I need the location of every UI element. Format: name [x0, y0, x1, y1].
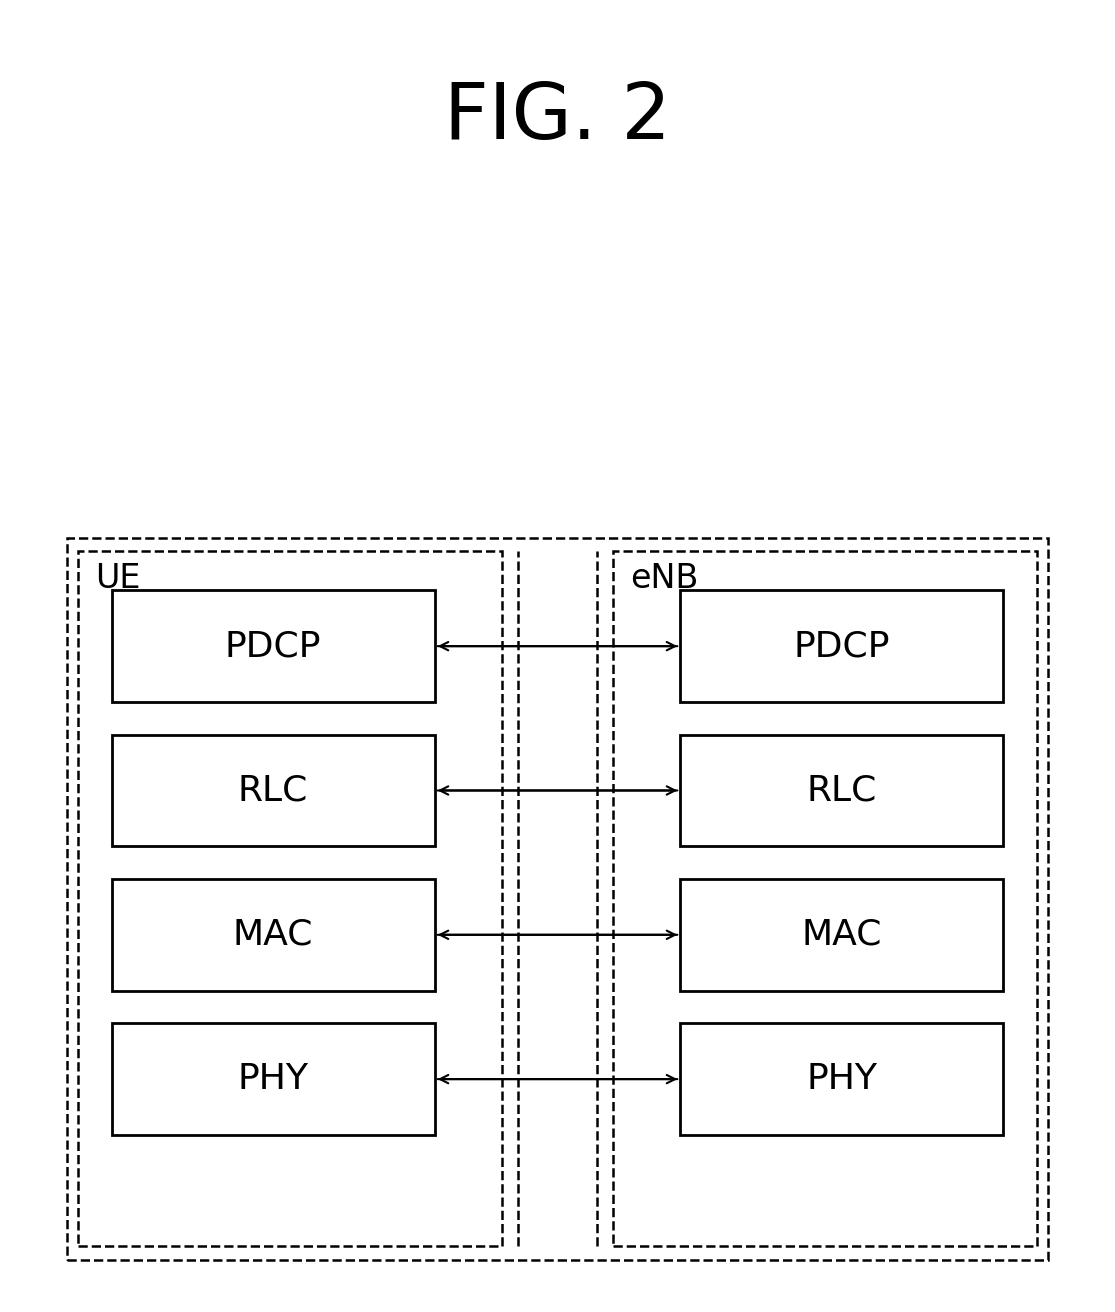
Bar [680, 590, 1004, 702]
Text: MAC: MAC [802, 918, 882, 951]
Bar [112, 879, 435, 991]
Bar [680, 1023, 1004, 1135]
Text: RLC: RLC [237, 774, 309, 807]
Text: MAC: MAC [233, 918, 313, 951]
Text: RLC: RLC [806, 774, 878, 807]
Text: PDCP: PDCP [794, 630, 890, 663]
Text: PDCP: PDCP [225, 630, 321, 663]
Text: UE: UE [95, 562, 140, 594]
Bar [680, 735, 1004, 846]
Bar [112, 735, 435, 846]
Text: PHY: PHY [237, 1063, 309, 1096]
Bar [112, 1023, 435, 1135]
Bar [680, 879, 1004, 991]
Text: eNB: eNB [630, 562, 698, 594]
Text: FIG. 2: FIG. 2 [444, 79, 671, 155]
Text: PHY: PHY [806, 1063, 878, 1096]
Bar [112, 590, 435, 702]
Bar [67, 538, 1048, 1260]
Bar [613, 551, 1037, 1246]
Bar [78, 551, 502, 1246]
